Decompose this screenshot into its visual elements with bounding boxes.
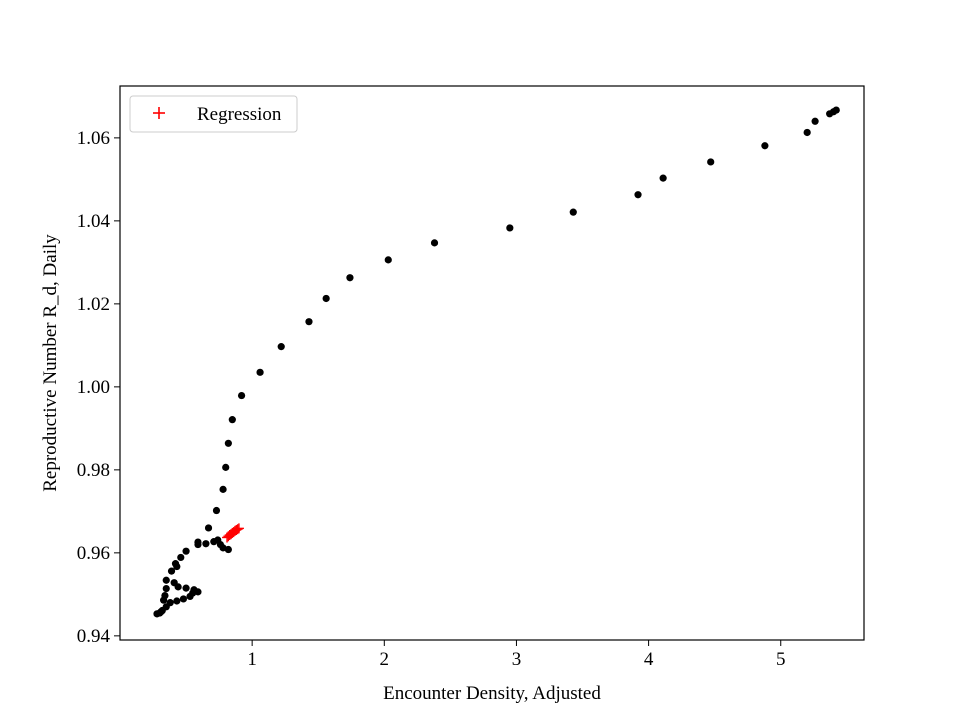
plot-frame	[119, 85, 865, 641]
data-point	[202, 540, 210, 548]
data-point	[167, 567, 176, 575]
y-tick-label: 1.02	[77, 294, 110, 315]
data-point	[803, 128, 811, 137]
regression-point	[233, 523, 244, 534]
data-point	[179, 595, 188, 603]
x-tick-label: 2	[380, 649, 390, 670]
data-point	[162, 576, 170, 584]
data-point	[194, 538, 202, 546]
x-tick-label: 4	[644, 649, 654, 670]
y-tick-label: 1.00	[77, 377, 110, 398]
legend-label-regression: Regression	[197, 104, 282, 125]
data-point	[224, 545, 232, 554]
y-tick-label: 0.94	[77, 626, 111, 647]
legend-plus-marker	[153, 107, 165, 119]
data-point	[277, 343, 285, 351]
y-axis-title: Reproductive Number R_d, Daily	[40, 234, 61, 492]
regression-points-group	[222, 523, 244, 543]
data-point	[173, 597, 181, 605]
data-point	[162, 584, 170, 593]
data-point	[305, 318, 313, 326]
data-point	[346, 274, 354, 282]
data-point	[811, 117, 819, 125]
y-tick-label: 0.98	[77, 460, 110, 481]
data-point	[212, 506, 221, 515]
data-point	[228, 416, 236, 424]
x-tick-label: 1	[247, 649, 257, 670]
legend-box	[129, 95, 298, 133]
data-point	[256, 368, 264, 376]
data-point	[224, 439, 232, 447]
data-point	[222, 463, 230, 471]
x-tick-label: 5	[776, 649, 786, 670]
legend: Regression	[129, 95, 298, 133]
y-tick-label: 1.06	[77, 128, 110, 149]
data-point	[157, 608, 165, 616]
data-point	[177, 553, 185, 562]
data-points-group	[153, 106, 840, 618]
data-point	[322, 294, 330, 303]
data-point	[166, 599, 174, 607]
data-point	[210, 538, 218, 546]
y-tick-label: 1.04	[77, 211, 111, 232]
y-tick-label: 0.96	[77, 543, 110, 564]
data-point	[174, 583, 182, 591]
data-point	[430, 239, 439, 247]
data-point	[707, 158, 715, 166]
data-point	[237, 391, 246, 400]
data-point	[219, 485, 227, 493]
data-point	[173, 562, 181, 571]
data-point	[761, 142, 769, 150]
data-point	[659, 174, 667, 182]
data-point	[190, 586, 198, 594]
data-point	[182, 547, 190, 555]
x-axis-title: Encounter Density, Adjusted	[383, 683, 601, 704]
x-axis-ticks: 1 2 3 4 5	[247, 640, 785, 670]
regression-point	[232, 524, 243, 535]
data-point	[182, 584, 190, 592]
data-point	[384, 256, 392, 264]
data-point	[160, 596, 168, 604]
data-point	[634, 191, 642, 199]
data-point	[569, 208, 577, 216]
y-axis-ticks: 0.94 0.96 0.98 1.00 1.02 1.04 1.06	[77, 128, 120, 647]
data-point	[506, 224, 514, 232]
x-tick-label: 3	[512, 649, 522, 670]
data-point	[826, 110, 834, 118]
data-point	[204, 524, 213, 532]
